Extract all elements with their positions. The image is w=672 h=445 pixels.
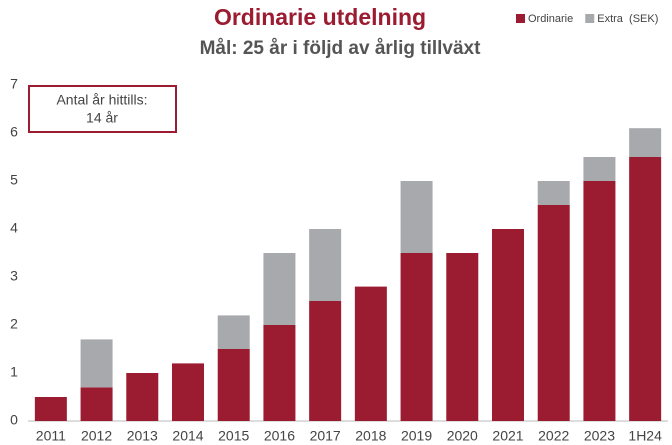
bar-segment: [583, 157, 616, 181]
bar-segment: [80, 387, 113, 421]
x-tick-label: 2012: [81, 428, 112, 444]
y-tick-label: 0: [10, 412, 18, 428]
bar-segment: [172, 363, 204, 421]
legend-swatch: [516, 14, 525, 23]
x-tick-label: 2017: [310, 428, 341, 444]
x-tick-label: 2023: [584, 428, 615, 444]
x-tick-label: 2019: [401, 428, 432, 444]
bar-segment: [34, 397, 67, 421]
x-tick-label: 2011: [36, 428, 66, 444]
chart-subtitle: Mål: 25 år i följd av årlig tillväxt: [200, 38, 482, 59]
bar-segment: [629, 157, 662, 421]
x-tick-label: 1H24: [628, 428, 662, 444]
x-tick-label: 2014: [172, 428, 203, 444]
y-tick-label: 6: [10, 124, 18, 140]
annotation-box: [28, 85, 177, 133]
bar-segment: [400, 253, 433, 421]
bar-segment: [537, 181, 570, 205]
x-tick-label: 2013: [127, 428, 158, 444]
bar-segment: [80, 339, 113, 388]
y-tick-label: 2: [10, 316, 18, 332]
x-tick-label: 2018: [355, 428, 386, 444]
legend-swatch: [585, 14, 595, 23]
x-tick-label: 2020: [447, 428, 478, 444]
legend-label: Ordinarie: [528, 13, 573, 25]
annotation: 14 år: [86, 110, 118, 126]
bar-segment: [217, 315, 250, 349]
bar-segment: [309, 301, 342, 421]
chart-title: Ordinarie utdelning: [214, 4, 426, 30]
legend-label: Extra (SEK): [597, 13, 658, 25]
annotation: Antal år hittills:: [56, 92, 147, 108]
bar-segment: [400, 181, 433, 253]
y-tick-label: 7: [10, 76, 18, 92]
bar-segment: [263, 325, 296, 421]
bar-segment: [126, 373, 159, 421]
x-tick-label: 2021: [492, 428, 523, 444]
bar-segment: [537, 205, 570, 421]
bar-segment: [446, 253, 479, 421]
y-tick-label: 3: [10, 268, 18, 284]
bar-segment: [629, 128, 662, 157]
x-tick-label: 2022: [538, 428, 569, 444]
bar-segment: [309, 229, 342, 301]
y-tick-label: 5: [10, 172, 18, 188]
bar-segment: [263, 253, 296, 325]
bar-segment: [492, 229, 524, 421]
bar-segment: [354, 286, 387, 421]
bar-segment: [583, 181, 616, 421]
x-tick-label: 2015: [218, 428, 249, 444]
x-tick-label: 2016: [264, 428, 295, 444]
bar-segment: [217, 349, 250, 421]
y-tick-label: 1: [10, 364, 18, 380]
y-tick-label: 4: [10, 220, 18, 236]
